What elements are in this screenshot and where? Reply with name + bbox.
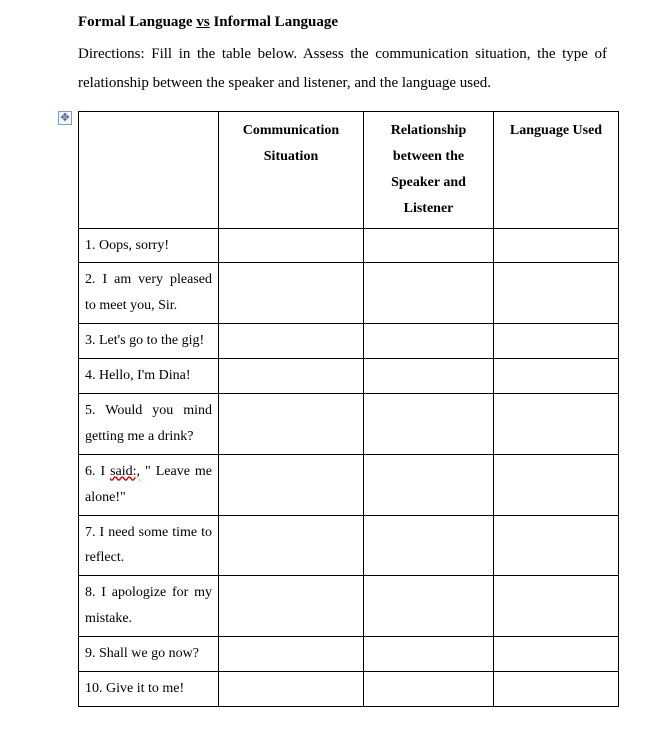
table-header-row: Communication Situation Relationship bet… [79,112,619,229]
header-language: Language Used [494,112,619,229]
prompt-cell: 4. Hello, I'm Dina! [79,359,219,394]
document-page: Formal Language vs Informal Language Dir… [0,0,647,737]
prompt-cell: 1. Oops, sorry! [79,228,219,263]
language-cell[interactable] [494,228,619,263]
language-cell[interactable] [494,576,619,637]
relationship-cell[interactable] [364,672,494,707]
communication-cell[interactable] [219,228,364,263]
prompt-pre: 6. I [85,464,110,479]
table-row: 3. Let's go to the gig! [79,324,619,359]
relationship-cell[interactable] [364,454,494,515]
prompt-error: said:, [110,464,140,479]
table-row: 8. I apologize for my mistake. [79,576,619,637]
communication-cell[interactable] [219,359,364,394]
relationship-cell[interactable] [364,324,494,359]
language-cell[interactable] [494,394,619,455]
language-cell[interactable] [494,637,619,672]
language-cell[interactable] [494,324,619,359]
communication-cell[interactable] [219,394,364,455]
table-row: 10. Give it to me! [79,672,619,707]
relationship-cell[interactable] [364,394,494,455]
title-suffix: Informal Language [210,14,338,30]
table-row: 1. Oops, sorry! [79,228,619,263]
page-title: Formal Language vs Informal Language [78,10,607,34]
table-row: 4. Hello, I'm Dina! [79,359,619,394]
table-row: 6. I said:, " Leave me alone!" [79,454,619,515]
relationship-cell[interactable] [364,359,494,394]
worksheet-table: Communication Situation Relationship bet… [78,111,619,707]
relationship-cell[interactable] [364,263,494,324]
communication-cell[interactable] [219,515,364,576]
table-row: 7. I need some time to reflect. [79,515,619,576]
communication-cell[interactable] [219,672,364,707]
prompt-cell: 6. I said:, " Leave me alone!" [79,454,219,515]
prompt-cell: 5. Would you mind getting me a drink? [79,394,219,455]
relationship-cell[interactable] [364,576,494,637]
communication-cell[interactable] [219,637,364,672]
prompt-cell: 8. I apologize for my mistake. [79,576,219,637]
prompt-cell: 10. Give it to me! [79,672,219,707]
relationship-cell[interactable] [364,228,494,263]
title-prefix: Formal Language [78,14,196,30]
language-cell[interactable] [494,515,619,576]
header-prompt [79,112,219,229]
prompt-cell: 9. Shall we go now? [79,637,219,672]
relationship-cell[interactable] [364,515,494,576]
prompt-cell: 3. Let's go to the gig! [79,324,219,359]
communication-cell[interactable] [219,576,364,637]
title-vs: vs [196,14,209,30]
header-communication: Communication Situation [219,112,364,229]
prompt-cell: 7. I need some time to reflect. [79,515,219,576]
prompt-cell: 2. I am very pleased to meet you, Sir. [79,263,219,324]
communication-cell[interactable] [219,263,364,324]
header-relationship: Relationship between the Speaker and Lis… [364,112,494,229]
directions-text: Directions: Fill in the table below. Ass… [78,40,607,97]
table-row: 9. Shall we go now? [79,637,619,672]
relationship-cell[interactable] [364,637,494,672]
language-cell[interactable] [494,359,619,394]
table-row: 2. I am very pleased to meet you, Sir. [79,263,619,324]
language-cell[interactable] [494,672,619,707]
language-cell[interactable] [494,454,619,515]
communication-cell[interactable] [219,454,364,515]
language-cell[interactable] [494,263,619,324]
table-anchor-icon[interactable]: ✥ [58,111,72,125]
communication-cell[interactable] [219,324,364,359]
table-row: 5. Would you mind getting me a drink? [79,394,619,455]
